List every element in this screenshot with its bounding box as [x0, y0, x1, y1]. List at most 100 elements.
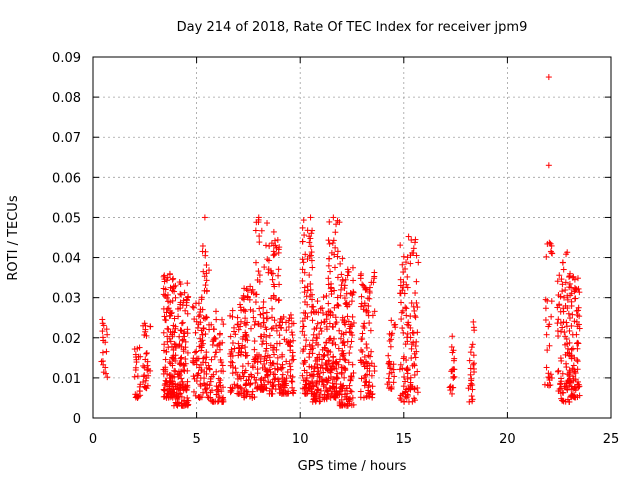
data-point: [308, 364, 315, 371]
data-point: [171, 389, 178, 396]
data-point: [465, 385, 472, 392]
data-point: [388, 369, 395, 376]
data-point: [388, 317, 395, 324]
data-point: [357, 357, 364, 364]
data-point: [330, 353, 337, 360]
data-point: [200, 315, 207, 322]
data-point: [163, 309, 170, 316]
data-point: [200, 325, 207, 332]
data-point: [559, 324, 566, 331]
data-point: [167, 378, 174, 385]
data-point: [411, 350, 418, 357]
data-point: [258, 227, 265, 234]
data-point: [324, 326, 331, 333]
x-tick-label: 15: [396, 432, 413, 447]
data-point: [288, 320, 295, 327]
data-point: [287, 338, 294, 345]
data-point: [299, 224, 306, 231]
x-tick-label: 0: [89, 432, 97, 447]
data-point: [368, 279, 375, 286]
data-point: [365, 303, 372, 310]
data-point: [402, 378, 409, 385]
data-point: [162, 292, 169, 299]
data-point: [240, 333, 247, 340]
data-point: [279, 388, 286, 395]
data-point: [333, 319, 340, 326]
data-point: [143, 350, 150, 357]
data-point: [335, 302, 342, 309]
data-point: [318, 319, 325, 326]
data-point: [171, 315, 178, 322]
data-point: [172, 393, 179, 400]
data-point: [571, 318, 578, 325]
data-point: [203, 270, 210, 277]
data-point: [556, 272, 563, 279]
data-point: [141, 331, 148, 338]
data-point: [562, 286, 569, 293]
data-point: [563, 251, 570, 258]
data-point: [234, 314, 241, 321]
data-point: [202, 252, 209, 259]
data-point: [275, 266, 282, 273]
data-point: [240, 390, 247, 397]
data-point: [227, 358, 234, 365]
data-point: [276, 332, 283, 339]
data-point: [201, 287, 208, 294]
data-point: [252, 379, 259, 386]
data-point: [316, 331, 323, 338]
data-point: [177, 390, 184, 397]
data-point: [141, 320, 148, 327]
data-point: [309, 337, 316, 344]
data-point: [160, 285, 167, 292]
data-point: [349, 394, 356, 401]
data-point: [207, 394, 214, 401]
data-point: [403, 394, 410, 401]
y-tick-label: 0.05: [52, 211, 81, 226]
data-point: [283, 327, 290, 334]
data-point: [388, 332, 395, 339]
data-point: [197, 383, 204, 390]
data-point: [559, 281, 566, 288]
data-point: [273, 244, 280, 251]
data-point: [346, 382, 353, 389]
data-point: [243, 333, 250, 340]
y-tick-label: 0.01: [52, 372, 81, 387]
data-point: [264, 220, 271, 227]
data-point: [261, 361, 268, 368]
x-tick-label: 20: [499, 432, 516, 447]
data-point: [302, 310, 309, 317]
data-point: [236, 345, 243, 352]
data-point: [263, 333, 270, 340]
data-point: [309, 264, 316, 271]
data-point: [256, 239, 263, 246]
data-point: [141, 372, 148, 379]
data-point: [315, 387, 322, 394]
data-point: [571, 354, 578, 361]
data-point: [134, 373, 141, 380]
data-point: [405, 319, 412, 326]
data-point: [290, 337, 297, 344]
data-point: [397, 282, 404, 289]
data-point: [397, 290, 404, 297]
data-point: [569, 274, 576, 281]
data-point: [213, 316, 220, 323]
data-point: [363, 378, 370, 385]
data-point: [198, 338, 205, 345]
data-point: [241, 320, 248, 327]
data-point: [468, 393, 475, 400]
data-point: [276, 281, 283, 288]
data-point: [195, 313, 202, 320]
data-point: [349, 313, 356, 320]
data-point: [103, 348, 110, 355]
data-point: [331, 264, 338, 271]
data-point: [311, 365, 318, 372]
data-point: [408, 341, 415, 348]
data-point: [283, 382, 290, 389]
data-point: [545, 162, 552, 169]
data-point: [368, 372, 375, 379]
data-point: [288, 378, 295, 385]
data-point: [299, 348, 306, 355]
data-point: [331, 384, 338, 391]
y-tick-label: 0.03: [52, 292, 81, 307]
data-point: [198, 367, 205, 374]
